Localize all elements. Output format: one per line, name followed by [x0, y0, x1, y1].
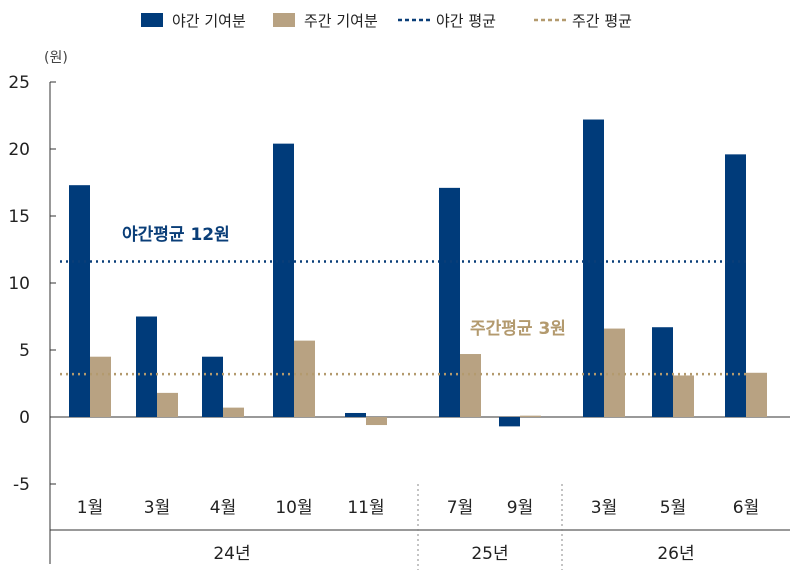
night-bar-2 — [136, 316, 157, 417]
night-bar-6 — [439, 187, 460, 417]
day-bar-9 — [673, 375, 694, 417]
x-category-label: 9월 — [507, 498, 533, 518]
x-category-label: 4월 — [210, 498, 236, 518]
bars — [69, 119, 767, 427]
reference-label-1: 야간평균 12원 — [122, 225, 230, 245]
x-group-label: 25년 — [471, 544, 508, 564]
day-bar-1 — [90, 356, 111, 417]
legend: 야간 기여분 주간 기여분 야간 평균 주간 평균 — [141, 12, 632, 30]
day-bar-3 — [223, 407, 244, 417]
y-tick-label: 10 — [8, 274, 30, 294]
y-tick-label: 5 — [19, 341, 30, 361]
legend-item-2: 주간 기여분 — [273, 12, 378, 30]
day-bar-7 — [520, 415, 541, 417]
x-group-label: 26년 — [657, 544, 694, 564]
night-bar-4 — [273, 143, 294, 417]
y-tick-label: 15 — [8, 207, 30, 227]
day-bar-10 — [746, 372, 767, 417]
night-bar-7 — [499, 417, 520, 427]
legend-item-3: 야간 평균 — [398, 12, 496, 30]
night-bar-3 — [202, 356, 223, 417]
x-category-label: 5월 — [660, 498, 686, 518]
reference-label-2: 주간평균 3원 — [470, 319, 566, 339]
day-bar-4 — [294, 340, 315, 417]
legend-swatch — [141, 13, 163, 27]
x-axis: 1월 3월 4월 10월 11월 7월 9월 3월 5월 6월 24년 25년 26년 — [50, 484, 790, 570]
y-tick-label: 20 — [8, 140, 30, 160]
y-tick-label: 0 — [19, 408, 30, 428]
legend-label: 주간 평균 — [572, 12, 632, 30]
day-bar-2 — [157, 392, 178, 417]
x-category-label: 11월 — [347, 498, 384, 518]
y-axis: 25 20 15 10 5 0 -5 — [8, 73, 790, 564]
night-bar-9 — [652, 327, 673, 417]
legend-label: 야간 기여분 — [172, 12, 246, 30]
legend-swatch — [273, 13, 295, 27]
y-tick-label: -5 — [13, 475, 30, 495]
day-bar-6 — [460, 354, 481, 417]
y-unit-label: (원) — [44, 50, 68, 66]
night-bar-8 — [583, 119, 604, 418]
legend-item-4: 주간 평균 — [534, 12, 632, 30]
night-bar-10 — [725, 154, 746, 418]
x-category-label: 7월 — [447, 498, 473, 518]
legend-label: 야간 평균 — [436, 12, 496, 30]
x-category-label: 6월 — [733, 498, 759, 518]
x-category-label: 3월 — [591, 498, 617, 518]
x-category-label: 1월 — [77, 498, 103, 518]
day-bar-8 — [604, 328, 625, 417]
night-bar-1 — [69, 185, 90, 417]
legend-label: 주간 기여분 — [304, 12, 378, 30]
legend-item-1: 야간 기여분 — [141, 12, 246, 30]
x-category-label: 10월 — [275, 498, 312, 518]
day-bar-5 — [366, 417, 387, 426]
x-category-label: 3월 — [144, 498, 170, 518]
y-tick-label: 25 — [8, 73, 30, 93]
night-bar-5 — [345, 412, 366, 417]
x-group-label: 24년 — [213, 544, 250, 564]
